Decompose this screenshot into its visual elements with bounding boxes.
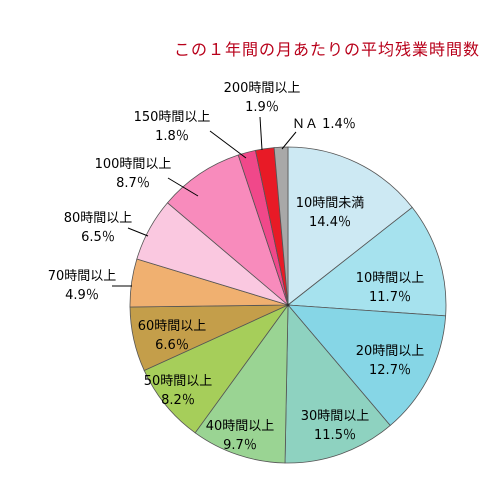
slice-label-name: 30時間以上 [301,409,370,424]
slice-label-value: 6.6％ [155,338,189,353]
pie-slice [284,303,391,464]
slice-label-name: 150時間以上 [134,110,211,125]
slice-label-value: 1.8％ [155,129,189,144]
slice-label-name: 70時間以上 [48,269,117,284]
slice-label-value: 1.9％ [245,100,279,115]
slice-label-name: 40時間以上 [206,419,275,434]
pie-slice [194,303,289,464]
slice-label-value: 12.7％ [369,363,411,378]
slice-label-value: 4.9％ [65,288,99,303]
slice-label: ＮＡ 1.4％ [292,117,356,132]
slice-label-name: 200時間以上 [224,81,301,96]
pie-slice [273,146,289,306]
pie-slice [287,146,413,306]
slice-label: 150時間以上 1.8％ [134,110,211,144]
chart-title: この１年間の月あたりの平均残業時間数 [173,40,480,59]
slice-label: 200時間以上 1.9％ [224,81,301,115]
slice-label: 40時間以上 9.7％ [206,419,275,453]
slice-label-value: 11.5％ [314,428,356,443]
pie-center [286,303,290,307]
pie-slice [166,154,289,307]
leader-line [259,116,263,151]
leader-line [127,227,149,237]
slice-label: 10時間未満 14.4％ [296,196,365,230]
slice-label-value: 9.7％ [223,438,257,453]
slice-label-name: 60時間以上 [138,319,207,334]
slice-label-value: 8.7％ [116,176,150,191]
slice-label-name: 10時間以上 [356,271,425,286]
slice-label: 20時間以上 12.7％ [356,344,425,378]
slice-label: 100時間以上 8.7％ [95,157,172,191]
leader-line [167,177,199,197]
slice-label-name: 10時間未満 [296,196,365,211]
slice-label: 70時間以上 4.9％ [48,269,117,303]
slice-label: 80時間以上 6.5％ [64,211,133,245]
slice-label-name: 20時間以上 [356,344,425,359]
leader-line [209,130,247,159]
slice-label: 50時間以上 8.2％ [144,374,213,408]
leader-line [281,131,297,150]
slice-label: 60時間以上 6.6％ [138,319,207,353]
pie-slice [287,304,447,427]
slice-label-name: 80時間以上 [64,211,133,226]
slice-label: 10時間以上 11.7％ [356,271,425,305]
slice-label-value: 6.5％ [81,230,115,245]
slice-label-name: 50時間以上 [144,374,213,389]
slice-label-value: 11.7％ [369,290,411,305]
slice-label-name: 100時間以上 [95,157,172,172]
slice-label: 30時間以上 11.5％ [301,409,370,443]
slice-label-name: ＮＡ 1.4％ [292,117,356,132]
slice-label-value: 8.2％ [161,393,195,408]
slice-label-value: 14.4％ [309,215,351,230]
pie-slice [286,206,447,317]
